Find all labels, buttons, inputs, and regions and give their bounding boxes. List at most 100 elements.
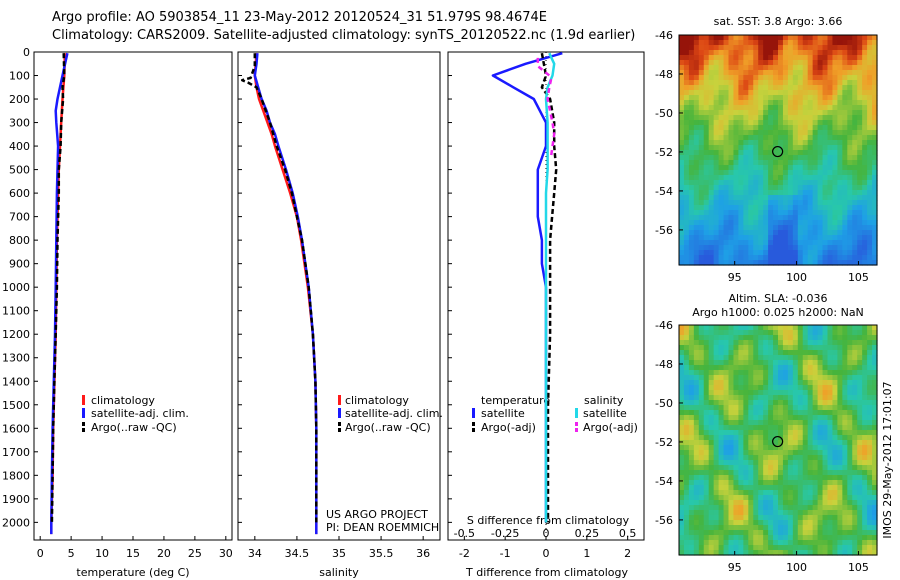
heatmap-cell [837, 440, 843, 446]
heatmap-cell [758, 495, 764, 501]
heatmap-cell [797, 110, 804, 116]
heatmap-cell [852, 205, 858, 211]
heatmap-cell [763, 515, 769, 521]
heatmap-cell [857, 190, 863, 196]
heatmap-cell [852, 435, 858, 441]
heatmap-cell [797, 105, 804, 111]
heatmap-cell [743, 545, 749, 551]
heatmap-cell [683, 350, 690, 356]
heatmap-cell [802, 430, 809, 436]
heatmap-cell [782, 45, 789, 51]
heatmap-cell [797, 445, 804, 451]
heatmap-cell [703, 535, 710, 541]
heatmap-cell [733, 170, 739, 176]
heatmap-cell [693, 220, 700, 226]
heatmap-cell [857, 355, 863, 361]
heatmap-cell [768, 540, 774, 546]
heatmap-cell [817, 170, 824, 176]
heatmap-cell [763, 60, 769, 66]
heatmap-cell [862, 215, 868, 221]
heatmap-cell [733, 390, 739, 396]
heatmap-cell [679, 170, 685, 176]
heatmap-cell [792, 130, 799, 136]
heatmap-cell [862, 330, 868, 336]
heatmap-cell [842, 355, 848, 361]
heatmap-cell [867, 120, 873, 126]
heatmap-cell [817, 480, 824, 486]
heatmap-cell [758, 245, 764, 251]
heatmap-cell [778, 445, 784, 451]
heatmap-cell [683, 245, 690, 251]
legend-label-t-satellite: satellite [481, 407, 525, 420]
heatmap-cell [822, 245, 829, 251]
heatmap-cell [708, 195, 715, 201]
heatmap-cell [792, 530, 799, 536]
heatmap-cell [782, 420, 789, 426]
heatmap-cell [812, 35, 819, 41]
heatmap-cell [827, 205, 834, 211]
heatmap-cell [703, 400, 710, 406]
heatmap-cell [763, 445, 769, 451]
heatmap-cell [778, 410, 784, 416]
heatmap-cell [797, 165, 804, 171]
heatmap-cell [718, 365, 725, 371]
heatmap-cell [857, 140, 863, 146]
heatmap-cell [768, 110, 774, 116]
heatmap-cell [698, 545, 705, 551]
heatmap-cell [703, 440, 710, 446]
heatmap-cell [733, 495, 739, 501]
heatmap-cell [817, 545, 824, 551]
heatmap-cell [778, 95, 784, 101]
heatmap-cell [698, 100, 705, 106]
heatmap-cell [827, 360, 834, 366]
heatmap-cell [792, 70, 799, 76]
heatmap-cell [703, 350, 710, 356]
heatmap-cell [723, 180, 730, 186]
heatmap-cell [862, 130, 868, 136]
heatmap-cell [713, 195, 720, 201]
heatmap-cell [708, 85, 715, 91]
heatmap-cell [822, 440, 829, 446]
heatmap-cell [827, 145, 834, 151]
heatmap-cell [758, 455, 764, 461]
heatmap-cell [733, 130, 739, 136]
heatmap-cell [802, 340, 809, 346]
heatmap-cell [763, 145, 769, 151]
heatmap-cell [778, 105, 784, 111]
heatmap-cell [847, 540, 853, 546]
heatmap-cell [872, 260, 878, 266]
heatmap-cell [763, 410, 769, 416]
heatmap-cell [723, 325, 730, 331]
heatmap-cell [733, 215, 739, 221]
heatmap-cell [738, 395, 744, 401]
heatmap-cell [773, 45, 779, 51]
heatmap-cell [812, 105, 819, 111]
heatmap-cell [862, 135, 868, 141]
heatmap-cell [827, 325, 834, 331]
heatmap-cell [683, 530, 690, 536]
heatmap-cell [683, 125, 690, 131]
heatmap-cell [792, 230, 799, 236]
heatmap-cell [738, 190, 744, 196]
heatmap-cell [807, 385, 814, 391]
heatmap-cell [703, 105, 710, 111]
heatmap-cell [698, 430, 705, 436]
heatmap-cell [693, 255, 700, 261]
heatmap-cell [743, 115, 749, 121]
heatmap-cell [718, 465, 725, 471]
heatmap-cell [862, 255, 868, 261]
heatmap-cell [792, 175, 799, 181]
heatmap-cell [698, 505, 705, 511]
heatmap-cell [832, 385, 838, 391]
y-tick-label: 900 [9, 258, 30, 271]
heatmap-cell [787, 455, 794, 461]
heatmap-cell [857, 55, 863, 61]
heatmap-cell [748, 325, 754, 331]
heatmap-cell [817, 110, 824, 116]
heatmap-cell [713, 215, 720, 221]
heatmap-cell [758, 215, 764, 221]
heatmap-cell [832, 220, 838, 226]
heatmap-cell [812, 435, 819, 441]
heatmap-cell [872, 325, 878, 331]
heatmap-cell [842, 220, 848, 226]
